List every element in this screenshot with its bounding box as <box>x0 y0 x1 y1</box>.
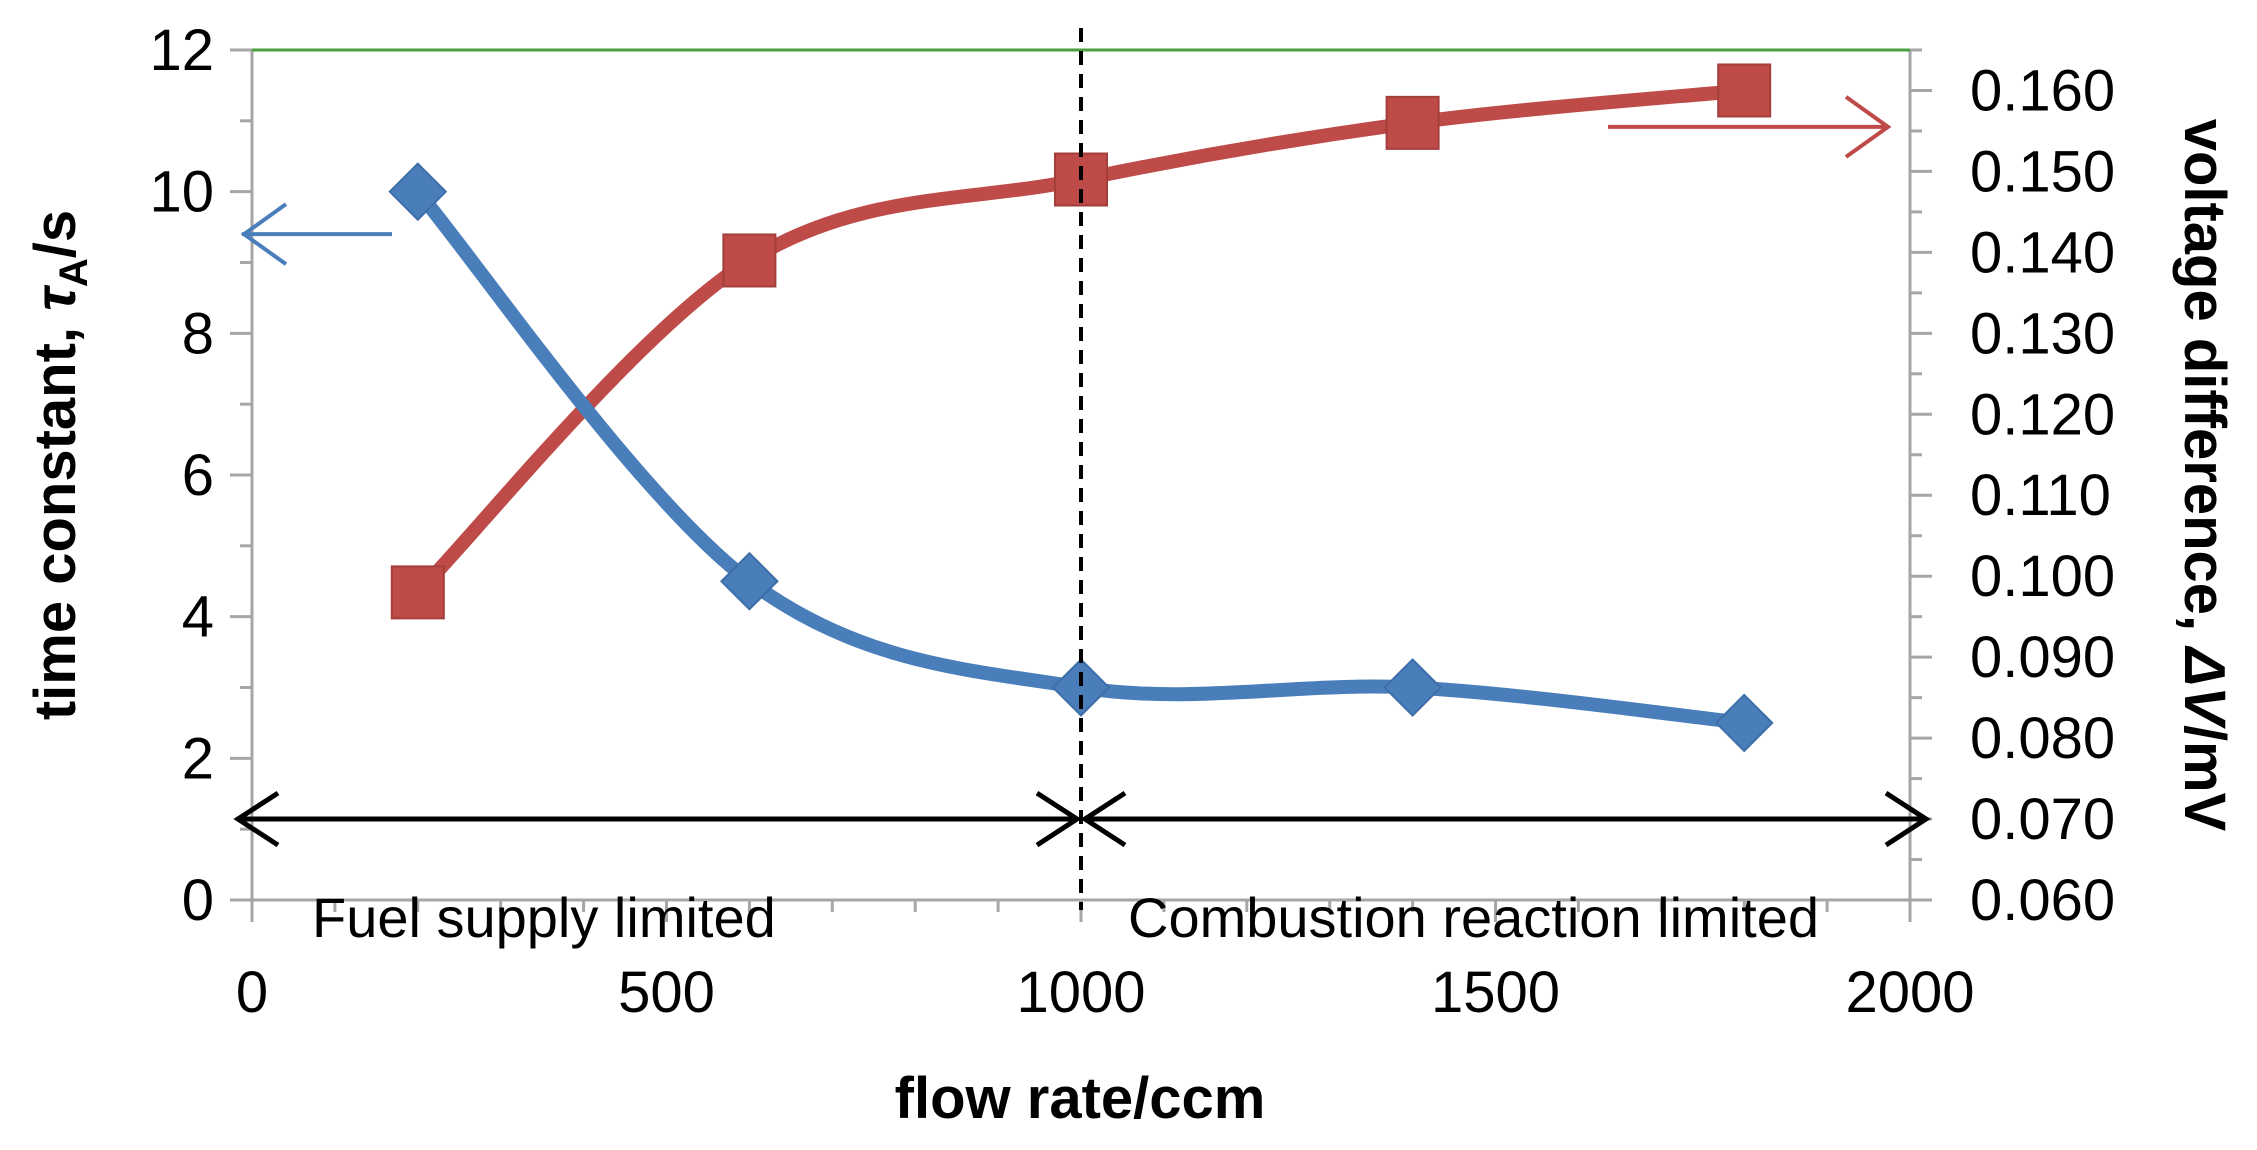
right-axis-tick-label: 0.080 <box>1970 706 2115 771</box>
time-constant-point-marker <box>1051 658 1111 717</box>
right-axis-tick-label: 0.160 <box>1970 58 2115 123</box>
voltage-point-marker <box>1385 95 1440 150</box>
region-arrow-fuel-supply-head-right <box>1035 790 1082 848</box>
right-axis-tick-label: 0.120 <box>1970 382 2115 447</box>
x-axis-tick-label: 1500 <box>1431 960 1560 1025</box>
right-axis-tick-label: 0.150 <box>1970 139 2115 204</box>
x-axis-tick-label: 1000 <box>1016 960 1145 1025</box>
region-arrow-fuel-supply-head-left <box>233 790 280 848</box>
region-label-fuel-supply: Fuel supply limited <box>312 886 776 949</box>
voltage-point-marker <box>390 565 445 620</box>
right-axis-tick-label: 0.070 <box>1970 787 2115 852</box>
left-axis-title-main: time constant, <box>23 311 88 720</box>
time-constant-point-marker <box>1714 693 1774 753</box>
right-axis-title-main: voltage difference, <box>2172 119 2237 648</box>
time-constant-point-marker <box>719 551 779 611</box>
right-axis-tick-label: 0.130 <box>1970 301 2115 366</box>
right-axis-tick-label: 0.140 <box>1970 220 2115 285</box>
left-axis-tick-label: 8 <box>182 301 214 366</box>
left-axis-title-symbol: τ <box>23 284 88 311</box>
right-axis-indicator-arrow-head <box>1844 95 1892 159</box>
left-axis-tick-label: 2 <box>182 726 214 791</box>
right-axis-tick-label: 0.110 <box>1970 463 2111 528</box>
right-axis-tick-label: 0.060 <box>1970 868 2115 933</box>
x-axis-tick-label: 500 <box>618 960 715 1025</box>
right-axis-title: voltage difference, ΔV/mV <box>2172 119 2237 832</box>
left-axis-tick-label: 4 <box>182 585 214 650</box>
voltage-point-marker <box>1717 63 1772 118</box>
voltage-point-marker <box>722 233 777 288</box>
right-axis-title-tail: /mV <box>2172 725 2237 832</box>
time-constant-point-marker <box>388 162 448 222</box>
x-axis-tick-label: 2000 <box>1845 960 1974 1025</box>
left-axis-tick-label: 0 <box>182 868 214 933</box>
left-axis-tick-label: 6 <box>182 443 214 508</box>
axes-layer: 0 2 4 6 8 10 12 0.060 0.070 0.080 0.090 0.100 0.110 0… <box>149 18 2115 1025</box>
right-axis-tick-label: 0.100 <box>1970 544 2115 609</box>
region-arrow-combustion-head-left <box>1080 790 1127 848</box>
x-axis-title: flow rate/ccm <box>895 1066 1266 1131</box>
left-axis-tick-label: 10 <box>149 160 214 225</box>
left-axis-tick-label: 12 <box>149 18 214 83</box>
left-axis-indicator-arrow-head <box>240 202 288 266</box>
left-axis-title: time constant, τA/s <box>23 210 96 720</box>
right-axis-title-symbol: ΔV <box>2172 645 2237 729</box>
region-arrow-combustion-head-right <box>1884 790 1931 848</box>
annotation-layer <box>233 28 1931 910</box>
time-constant-point-marker <box>1383 658 1443 717</box>
right-axis-tick-label: 0.090 <box>1970 625 2115 690</box>
left-axis-title-subscript: A <box>52 258 96 287</box>
left-axis-title-tail: /s <box>23 210 88 258</box>
x-axis-tick-label: 0 <box>236 960 268 1025</box>
region-label-combustion: Combustion reaction limited <box>1128 886 1819 949</box>
